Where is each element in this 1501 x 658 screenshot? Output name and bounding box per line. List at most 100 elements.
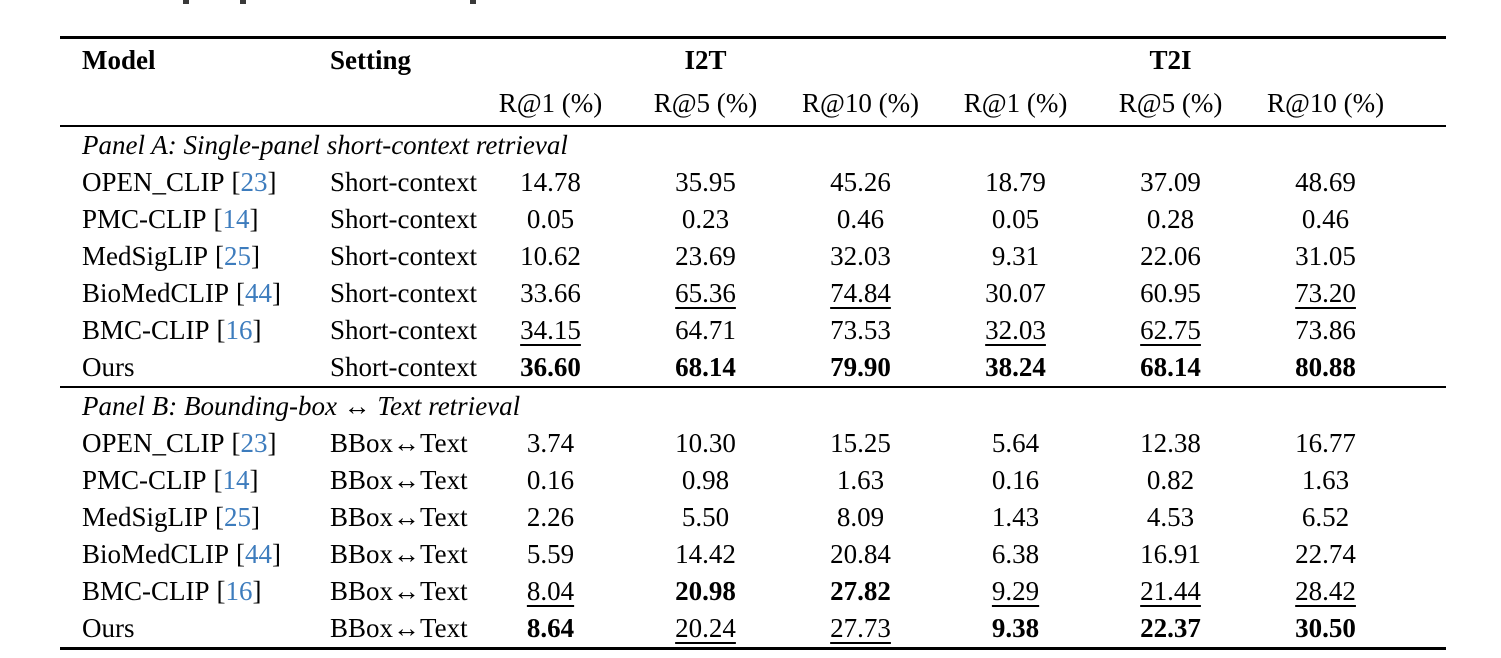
citation-link[interactable]: 25 bbox=[224, 241, 252, 271]
metric-cell: 20.98 bbox=[675, 576, 736, 606]
metric-cell: 22.06 bbox=[1140, 241, 1201, 271]
metric-cell: 22.74 bbox=[1295, 539, 1356, 569]
metric-cell: 80.88 bbox=[1295, 352, 1356, 382]
setting-cell: Short-context bbox=[330, 167, 477, 197]
metric-cell: 68.14 bbox=[675, 352, 736, 382]
panel-a-header-row: Panel A: Single-panel short-context retr… bbox=[60, 126, 1446, 164]
metric-cell: 30.07 bbox=[985, 278, 1046, 308]
setting-cell: Short-context bbox=[330, 241, 477, 271]
metric-cell: 16.91 bbox=[1140, 539, 1201, 569]
metric-cell: 73.53 bbox=[830, 315, 891, 345]
header-setting: Setting bbox=[330, 45, 411, 75]
metric-cell: 30.50 bbox=[1295, 613, 1356, 643]
metric-cell: 14.78 bbox=[520, 167, 581, 197]
setting-cell: BBox↔Text bbox=[330, 465, 468, 495]
model-cell: OPEN_CLIP [23] bbox=[60, 164, 308, 201]
citation-link[interactable]: 23 bbox=[240, 167, 268, 197]
panel-b-header-row: Panel B: Bounding-box ↔ Text retrieval bbox=[60, 386, 1447, 425]
metric-cell: 6.38 bbox=[991, 539, 1040, 569]
metric-cell: 0.05 bbox=[526, 204, 575, 234]
metric-cell: 37.09 bbox=[1140, 167, 1201, 197]
model-cell: BMC-CLIP [16] bbox=[60, 312, 308, 349]
metric-cell: 27.73 bbox=[830, 613, 891, 643]
metric-cell: 22.37 bbox=[1140, 613, 1201, 643]
metric-cell: 33.66 bbox=[520, 278, 581, 308]
clipped-caption-fragment bbox=[470, 0, 476, 4]
header-model: Model bbox=[82, 45, 156, 75]
citation-link[interactable]: 14 bbox=[222, 465, 250, 495]
metric-cell: 0.23 bbox=[681, 204, 730, 234]
table-row-ours: Ours[] Short-context 36.60 68.14 79.90 3… bbox=[60, 349, 1446, 387]
metric-cell: 35.95 bbox=[675, 167, 736, 197]
metric-cell: 6.52 bbox=[1301, 502, 1350, 532]
bracket-open: [ bbox=[215, 241, 225, 271]
bracket-close: ] bbox=[252, 315, 262, 345]
setting-cell: Short-context bbox=[330, 315, 477, 345]
header-row-groups: Model Setting I2T T2I bbox=[60, 38, 1446, 83]
model-name: MedSigLIP bbox=[82, 502, 209, 532]
bracket-close: ] bbox=[267, 167, 277, 197]
metric-cell: 74.84 bbox=[830, 278, 891, 308]
metric-cell: 21.44 bbox=[1140, 576, 1201, 606]
metric-cell: 38.24 bbox=[985, 352, 1046, 382]
model-name: OPEN_CLIP bbox=[82, 167, 225, 197]
metric-cell: 28.42 bbox=[1295, 576, 1356, 606]
metric-cell: 0.05 bbox=[991, 204, 1040, 234]
model-cell: BMC-CLIP [16] bbox=[60, 573, 308, 610]
citation: [14] bbox=[214, 465, 259, 495]
metric-cell: 8.04 bbox=[526, 576, 575, 606]
metric-cell: 8.09 bbox=[836, 502, 885, 532]
bracket-close: ] bbox=[272, 278, 282, 308]
citation: [44] bbox=[236, 539, 281, 569]
metric-cell: 36.60 bbox=[520, 352, 581, 382]
metric-cell: 68.14 bbox=[1140, 352, 1201, 382]
citation-link[interactable]: 44 bbox=[245, 278, 273, 308]
citation-link[interactable]: 16 bbox=[225, 315, 253, 345]
model-name: PMC-CLIP bbox=[82, 204, 207, 234]
citation: [25] bbox=[215, 241, 260, 271]
citation-link[interactable]: 44 bbox=[245, 539, 273, 569]
metric-cell: 8.64 bbox=[526, 613, 575, 643]
metric-cell: 9.29 bbox=[991, 576, 1040, 606]
model-name: OPEN_CLIP bbox=[82, 428, 225, 458]
citation-link[interactable]: 25 bbox=[224, 502, 252, 532]
metric-cell: 32.03 bbox=[985, 315, 1046, 345]
bracket-open: [ bbox=[213, 204, 223, 234]
citation-link[interactable]: 14 bbox=[222, 204, 250, 234]
metric-cell: 0.46 bbox=[1301, 204, 1350, 234]
bracket-close: ] bbox=[272, 539, 282, 569]
bracket-open: [ bbox=[231, 167, 241, 197]
citation-link[interactable]: 23 bbox=[240, 428, 268, 458]
bracket-close: ] bbox=[252, 576, 262, 606]
model-cell: OPEN_CLIP [23] bbox=[60, 425, 308, 462]
metric-cell: 20.84 bbox=[830, 539, 891, 569]
model-name: Ours bbox=[82, 613, 135, 643]
model-name: BMC-CLIP bbox=[82, 576, 210, 606]
metric-cell: 3.74 bbox=[526, 428, 575, 458]
bracket-open: [ bbox=[216, 576, 226, 606]
setting-cell: Short-context bbox=[330, 352, 477, 382]
header-group-i2t: I2T bbox=[684, 45, 727, 75]
results-table: Model Setting I2T T2I R@1 (%) R@5 (%) R@… bbox=[60, 36, 1447, 650]
bracket-close: ] bbox=[249, 204, 259, 234]
metric-cell: 2.26 bbox=[526, 502, 575, 532]
metric-cell: 12.38 bbox=[1140, 428, 1201, 458]
model-cell: MedSigLIP [25] bbox=[60, 499, 308, 536]
table-row: BioMedCLIP [44] Short-context 33.66 65.36… bbox=[60, 275, 1446, 312]
metric-cell: 73.86 bbox=[1295, 315, 1356, 345]
citation: [14] bbox=[214, 204, 259, 234]
table-header: Model Setting I2T T2I R@1 (%) R@5 (%) R@… bbox=[60, 38, 1447, 126]
model-name: Ours bbox=[82, 352, 135, 382]
metric-cell: 62.75 bbox=[1140, 315, 1201, 345]
citation-link[interactable]: 16 bbox=[225, 576, 253, 606]
setting-cell: BBox↔Text bbox=[330, 613, 468, 643]
bracket-open: [ bbox=[231, 428, 241, 458]
bracket-open: [ bbox=[213, 465, 223, 495]
table-row: OPEN_CLIP [23] Short-context 14.78 35.95 … bbox=[60, 164, 1446, 201]
table-row: BMC-CLIP [16] Short-context 34.15 64.71 7… bbox=[60, 312, 1446, 349]
table-row-ours: Ours[] BBox↔Text 8.64 20.24 27.73 9.38 2… bbox=[60, 610, 1446, 649]
setting-cell: BBox↔Text bbox=[330, 502, 468, 532]
setting-cell: BBox↔Text bbox=[330, 428, 468, 458]
bracket-close: ] bbox=[249, 465, 259, 495]
clipped-caption-fragment bbox=[183, 0, 189, 4]
